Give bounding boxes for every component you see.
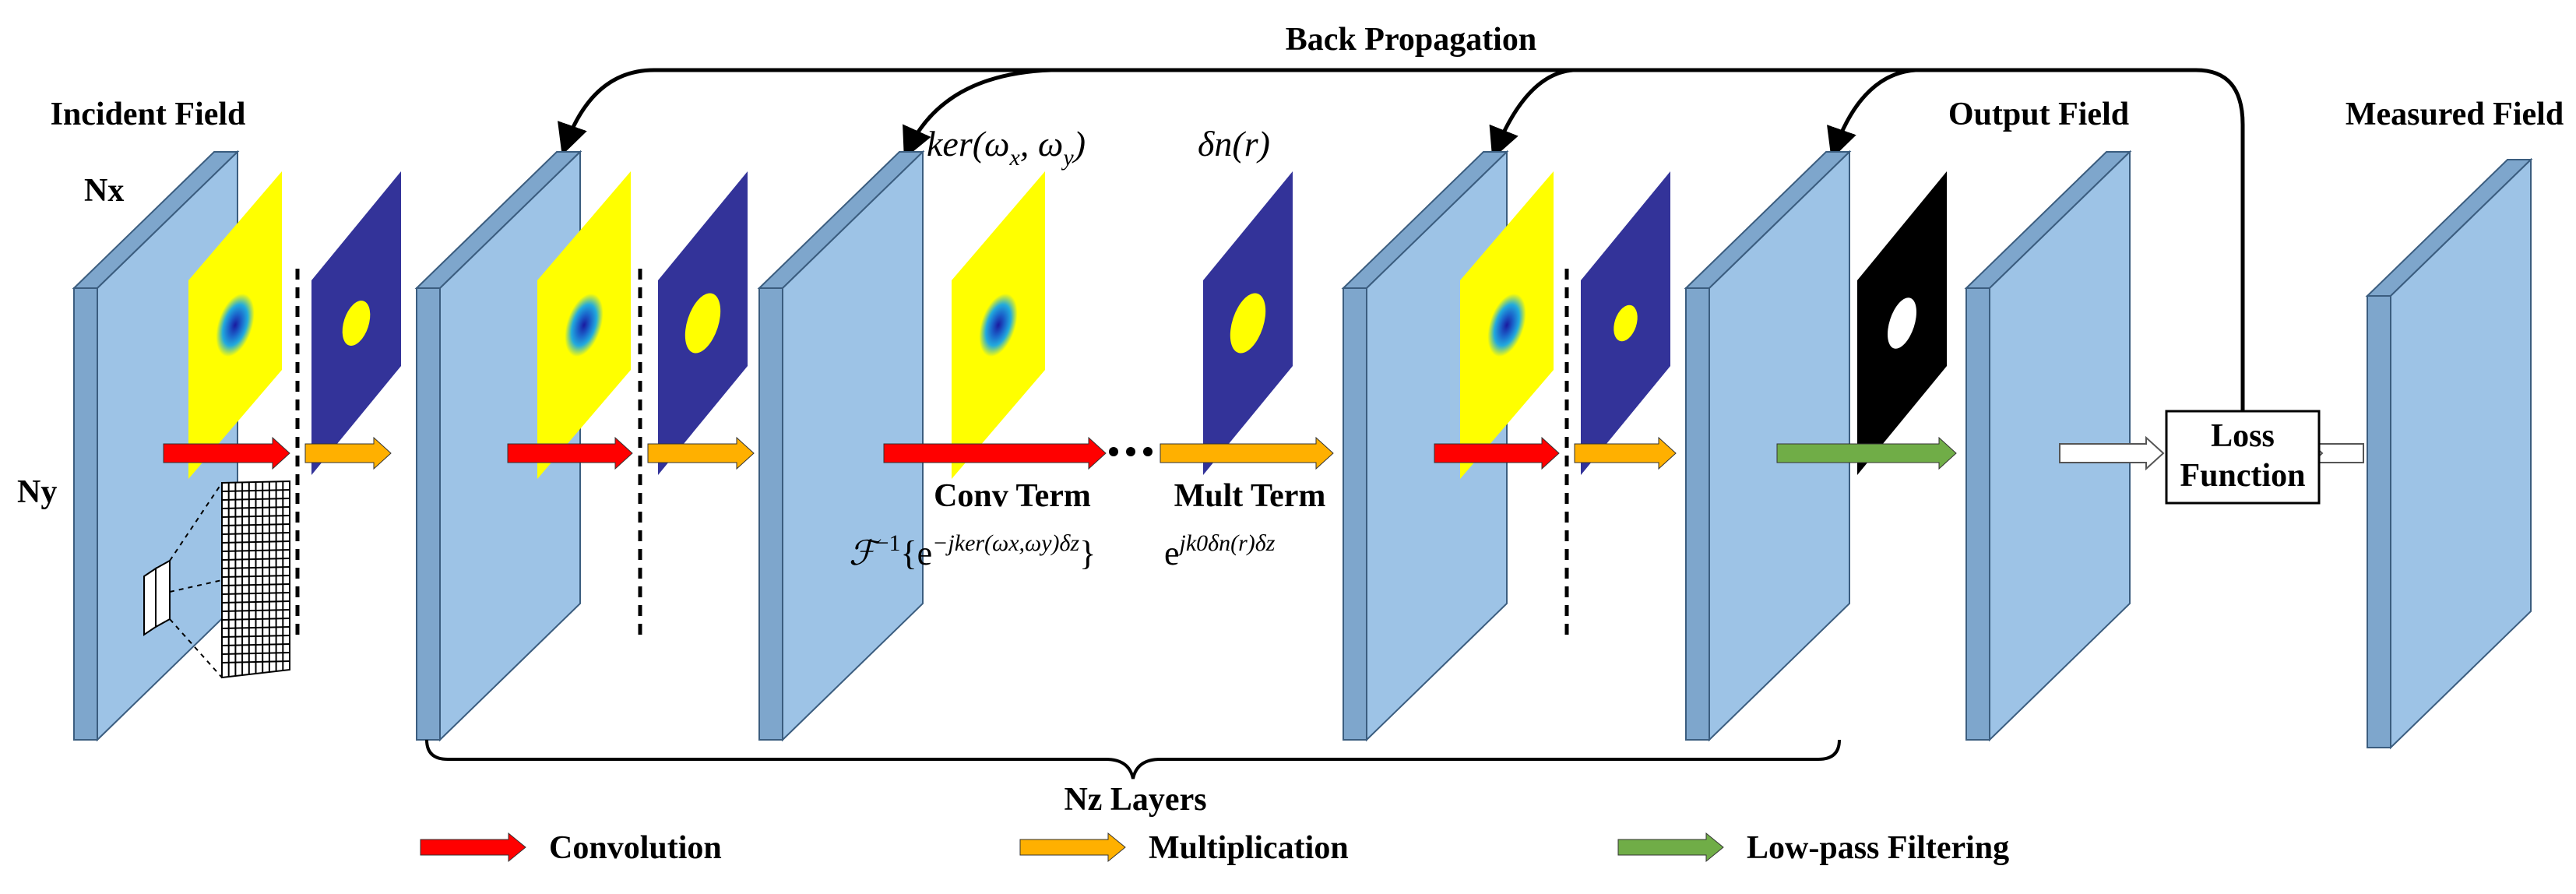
- multiplication-arrow: [647, 436, 755, 470]
- ny-label: Ny: [17, 474, 57, 510]
- flow-arrows: [163, 435, 2364, 471]
- convolution-arrow: [163, 436, 290, 470]
- conv-term-label: Conv Term: [934, 478, 1091, 514]
- refractive-index-mask: [658, 171, 748, 475]
- field-plate: [757, 150, 925, 742]
- output-field-label: Output Field: [1948, 97, 2129, 132]
- legend-label: Low-pass Filtering: [1747, 830, 2009, 866]
- layer-separators: [295, 269, 1569, 639]
- ellipsis-dots: [1109, 447, 1153, 456]
- back-propagation-label: Back Propagation: [1286, 22, 1536, 58]
- multiplication-arrow: [1574, 436, 1677, 470]
- low-pass-filter-mask: [1857, 171, 1947, 475]
- svg-text:ℱ−1{e−jker(ωx,ωy)δz}: ℱ−1{e−jker(ωx,ωy)δz}: [849, 530, 1096, 572]
- legend: Convolution Multiplication Low-pass Filter…: [420, 830, 2009, 866]
- refractive-index-mask: [1203, 171, 1293, 475]
- loss-line-1: Loss: [2211, 418, 2275, 454]
- convolution-arrow: [507, 436, 633, 470]
- low-pass-filter-arrow: [1776, 436, 1957, 470]
- mult-formula: ejk0δn(r)δz: [1164, 530, 1276, 572]
- refractive-index-mask: [1581, 171, 1670, 475]
- legend-label: Convolution: [549, 830, 722, 866]
- nz-layers-brace: [425, 739, 1841, 780]
- nz-layers-label: Nz Layers: [1064, 782, 1206, 818]
- output-to-loss-arrow: [2059, 435, 2165, 471]
- loss-function-box: Loss Function: [2165, 410, 2321, 505]
- conv-formula: ℱ−1{e−jker(ωx,ωy)δz}: [849, 530, 1096, 572]
- kernel-image: [1460, 171, 1554, 479]
- svg-text:ker(ωx, ωy): ker(ωx, ωy): [927, 124, 1086, 171]
- svg-text:ejk0δn(r)δz: ejk0δn(r)δz: [1164, 530, 1276, 572]
- kernel-image: [188, 171, 282, 479]
- field-images: [188, 171, 1947, 479]
- convolution-arrow: [1434, 436, 1560, 470]
- legend-swatch: [1617, 832, 1724, 863]
- kernel-label: ker(ωx, ωy): [927, 124, 1086, 171]
- delta-n-label: δn(r): [1198, 124, 1270, 164]
- mult-term-label: Mult Term: [1174, 478, 1326, 514]
- multiplication-arrow: [1160, 436, 1334, 470]
- convolution-arrow: [883, 436, 1107, 470]
- kernel-image: [952, 171, 1045, 479]
- refractive-index-mask: [311, 171, 401, 475]
- kernel-image: [537, 171, 631, 479]
- legend-item: Convolution: [420, 830, 722, 866]
- measured-field-label: Measured Field: [2345, 97, 2564, 132]
- legend-label: Multiplication: [1149, 830, 1349, 866]
- legend-swatch: [1019, 832, 1126, 863]
- incident-field-label: Incident Field: [51, 97, 246, 132]
- loss-line-2: Function: [2180, 458, 2305, 494]
- back-propagation-arrows: [558, 68, 2245, 413]
- field-plate: [2365, 157, 2533, 750]
- nx-label: Nx: [84, 173, 124, 209]
- pixel-grid-sketch: [143, 480, 290, 679]
- legend-swatch: [420, 832, 526, 863]
- legend-item: Low-pass Filtering: [1617, 830, 2009, 866]
- legend-item: Multiplication: [1019, 830, 1349, 866]
- multiplication-arrow: [304, 436, 392, 470]
